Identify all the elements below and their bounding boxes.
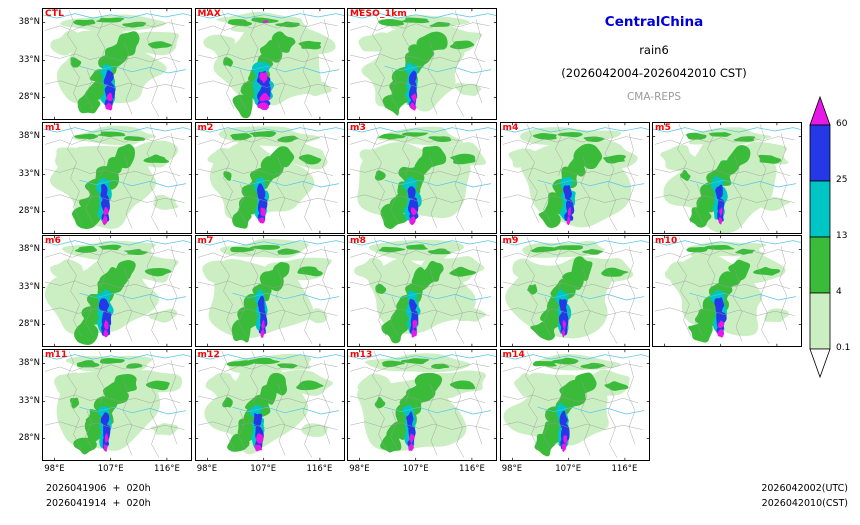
map-canvas xyxy=(194,235,345,347)
y-axis-label: 38°N xyxy=(18,17,40,28)
map-panel-m4: m4 xyxy=(499,121,650,234)
map-panel-m10: m10 xyxy=(652,235,802,347)
map-panel-m3: m3 xyxy=(347,121,497,234)
x-axis-label: 116°E xyxy=(459,463,485,474)
panel-label: m11 xyxy=(45,349,68,360)
title-block: CentralChina rain6 (2026042004-202604201… xyxy=(500,14,808,103)
y-axis-label: 28°N xyxy=(18,205,40,216)
map-canvas xyxy=(499,348,650,461)
y-axis-label: 28°N xyxy=(18,92,40,103)
map-canvas xyxy=(347,348,497,461)
colorbar-tick-label: 13 xyxy=(836,231,848,241)
footer-left: 2026041906 + 020h 2026041914 + 020h xyxy=(46,481,151,511)
x-axis-label: 107°E xyxy=(402,463,429,474)
x-axis-label: 98°E xyxy=(501,463,523,474)
colorbar-tick-label: 4 xyxy=(836,287,842,297)
map-canvas xyxy=(42,235,192,347)
footer-valid-cst: 2026042010(CST) xyxy=(761,498,848,509)
map-panel-CTL: CTL xyxy=(42,8,192,120)
panel-label: MAX xyxy=(197,9,221,19)
y-axis-label: 33°N xyxy=(18,395,40,406)
map-canvas xyxy=(499,235,650,347)
y-axis-label: 38°N xyxy=(18,130,40,141)
colorbar-scale xyxy=(809,95,831,379)
map-canvas xyxy=(347,121,497,234)
map-canvas xyxy=(194,348,345,461)
map-canvas xyxy=(347,8,497,120)
colorbar-tick-label: 0.1 xyxy=(836,343,851,353)
panel-label: m10 xyxy=(655,236,678,246)
panel-label: CTL xyxy=(45,9,65,19)
colorbar: 60 25 13 4 0.1 xyxy=(808,95,860,387)
y-axis-label: 33°N xyxy=(18,55,40,66)
map-canvas xyxy=(42,121,192,234)
panel-label: m1 xyxy=(45,122,62,133)
y-axis-label: 28°N xyxy=(18,319,40,330)
panel-label: m3 xyxy=(350,122,367,133)
panel-label: m12 xyxy=(197,349,221,360)
map-panel-m1: m1 xyxy=(42,121,192,234)
colorbar-tick-label: 25 xyxy=(836,175,848,185)
map-panel-m7: m7 xyxy=(194,235,345,347)
panel-label: m2 xyxy=(197,122,214,133)
x-axis-label: 116°E xyxy=(306,463,333,474)
panel-label: m4 xyxy=(502,122,519,133)
map-canvas xyxy=(42,348,192,461)
map-panel-m11: m11 xyxy=(42,348,192,461)
panel-label: MESO_1km xyxy=(350,9,407,19)
map-panel-m2: m2 xyxy=(194,121,345,234)
map-canvas xyxy=(499,121,650,234)
x-axis-label: 116°E xyxy=(611,463,638,474)
colorbar-tick-label: 60 xyxy=(836,119,848,129)
panel-label: m14 xyxy=(502,349,526,360)
map-panel-m14: m14 xyxy=(499,348,650,461)
map-canvas xyxy=(194,121,345,234)
map-panel-m9: m9 xyxy=(499,235,650,347)
map-panel-m13: m13 xyxy=(347,348,497,461)
title-region: CentralChina xyxy=(604,14,704,30)
map-canvas xyxy=(652,235,802,347)
x-axis-label: 107°E xyxy=(555,463,582,474)
panel-label: m6 xyxy=(45,236,62,246)
panel-label: m5 xyxy=(655,122,672,133)
y-axis-label: 33°N xyxy=(18,168,40,179)
panel-label: m7 xyxy=(197,236,214,246)
x-axis-label: 107°E xyxy=(250,463,277,474)
footer-right: 2026042002(UTC) 2026042010(CST) xyxy=(761,481,848,511)
map-canvas xyxy=(194,8,345,120)
map-panel-m5: m5 xyxy=(652,121,802,234)
map-panel-m6: m6 xyxy=(42,235,192,347)
map-canvas xyxy=(42,8,192,120)
panel-label: m8 xyxy=(350,236,367,246)
map-panel-m12: m12 xyxy=(194,348,345,461)
map-panel-m8: m8 xyxy=(347,235,497,347)
map-canvas xyxy=(347,235,497,347)
map-panel-MESO_1km: MESO_1km xyxy=(347,8,497,120)
footer-init-time-2: 2026041914 + 020h xyxy=(46,498,151,509)
footer-valid-utc: 2026042002(UTC) xyxy=(761,483,848,494)
y-axis-label: 28°N xyxy=(18,432,40,443)
footer-init-time-1: 2026041906 + 020h xyxy=(46,483,151,494)
panel-label: m9 xyxy=(502,236,519,246)
y-axis-label: 33°N xyxy=(18,282,40,293)
map-panel-MAX: MAX xyxy=(194,8,345,120)
title-period: (2026042004-2026042010 CST) xyxy=(561,66,747,80)
x-axis-label: 98°E xyxy=(44,463,65,474)
title-variable: rain6 xyxy=(639,43,669,57)
map-canvas xyxy=(652,121,802,234)
x-axis-label: 116°E xyxy=(154,463,180,474)
y-axis-label: 38°N xyxy=(18,357,40,368)
y-axis-label: 38°N xyxy=(18,244,40,255)
title-model: CMA-REPS xyxy=(626,91,682,103)
x-axis-label: 98°E xyxy=(349,463,370,474)
x-axis-label: 107°E xyxy=(97,463,124,474)
panel-label: m13 xyxy=(350,349,373,360)
x-axis-label: 98°E xyxy=(196,463,218,474)
